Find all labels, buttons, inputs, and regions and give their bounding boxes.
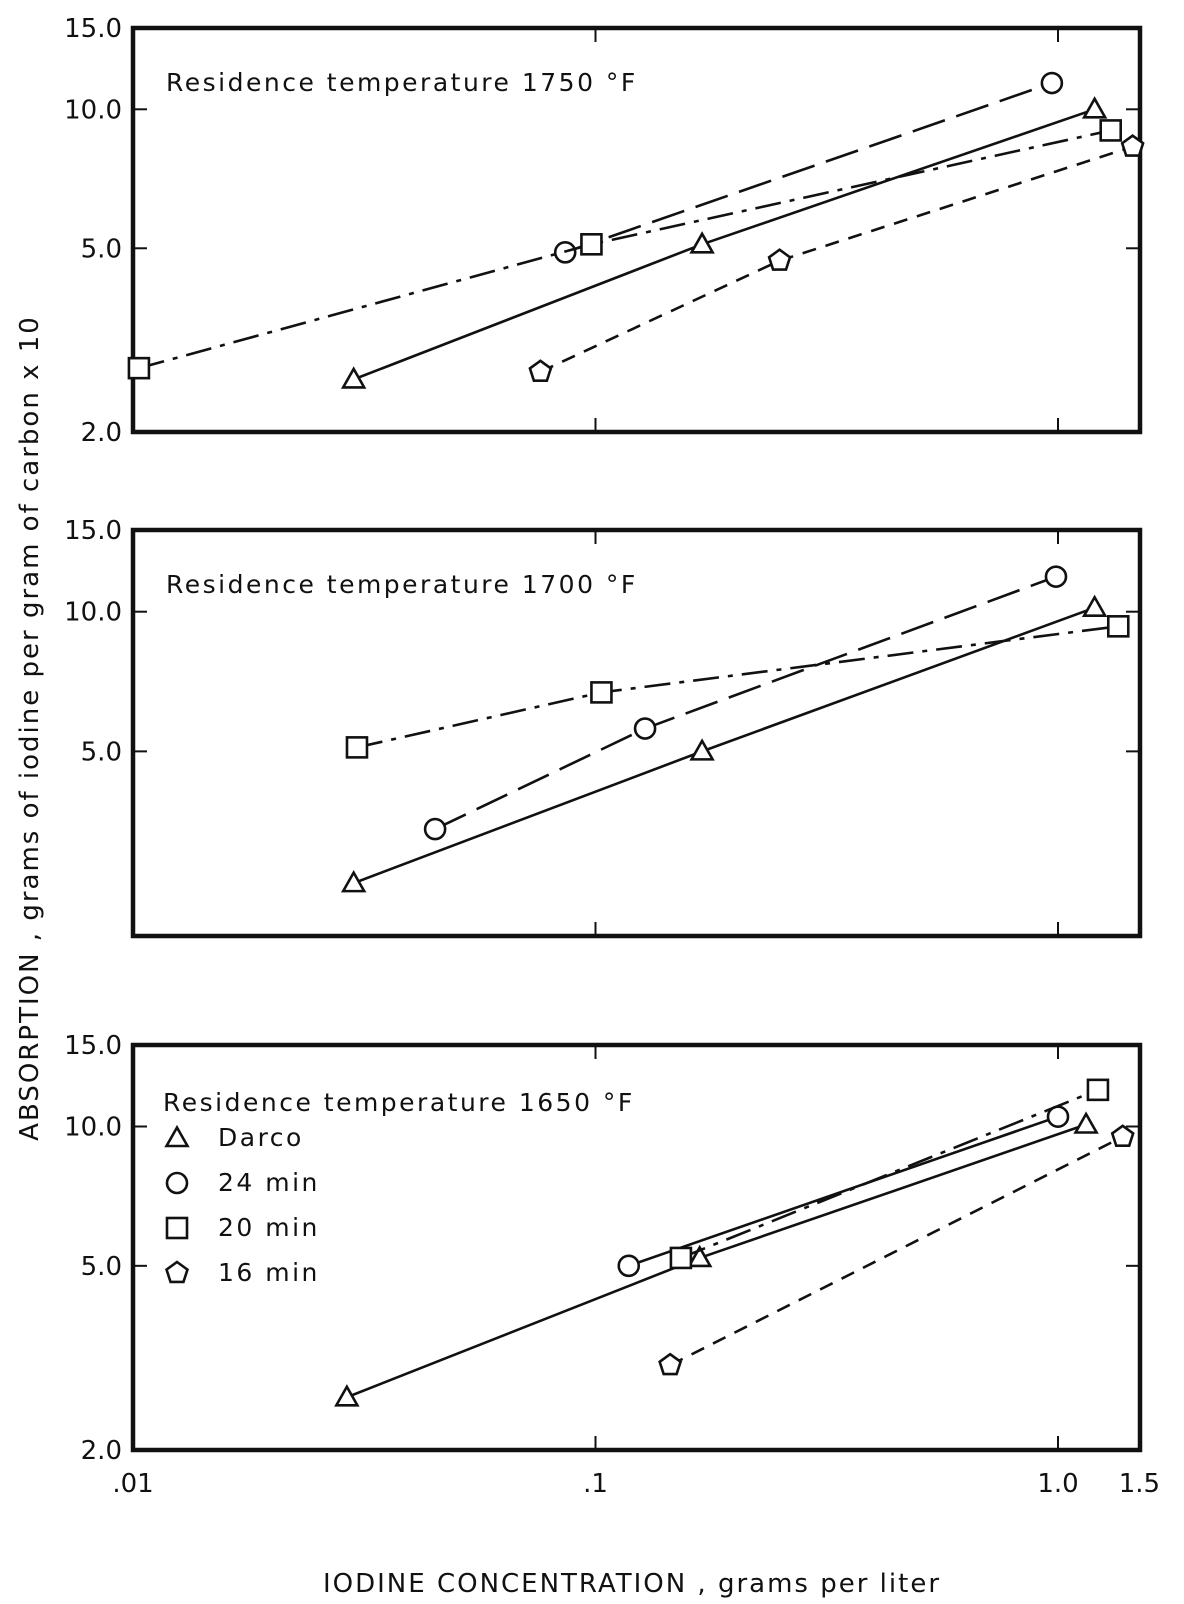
data-point-triangle	[340, 366, 367, 389]
legend-label: 16 min	[218, 1258, 320, 1287]
data-point-triangle	[686, 1244, 713, 1268]
y-axis-label: ABSORPTION , grams of iodine per gram of…	[15, 315, 45, 1141]
x-tick-label: .01	[112, 1469, 153, 1499]
series-line	[680, 1088, 1099, 1260]
series-line	[669, 1135, 1124, 1367]
legend-item: 16 min	[165, 1258, 320, 1287]
legend-label: 20 min	[218, 1213, 320, 1242]
x-axis-label-unit: grams per liter	[718, 1569, 941, 1599]
y-tick-label: 10.0	[64, 598, 122, 628]
x-axis-label-sep: ,	[687, 1569, 718, 1599]
series-line	[356, 625, 1119, 749]
legend-label: Darco	[218, 1123, 304, 1152]
data-point-pentagon	[767, 248, 792, 271]
series-darco	[334, 1111, 1099, 1407]
data-point-circle	[633, 717, 657, 740]
data-point-circle	[617, 1254, 641, 1278]
legend: Darco 24 min 20 min 16 min	[164, 1123, 320, 1287]
data-point-triangle	[689, 738, 715, 761]
data-point-square	[580, 233, 603, 256]
data-point-pentagon	[528, 359, 553, 383]
series-line	[353, 606, 1096, 885]
data-point-triangle	[1081, 594, 1108, 618]
data-point-circle	[1040, 71, 1064, 95]
chart-panel-3: 15.0 10.0 5.0 2.0.01 .1 1.0 1.5 Residence tempe…	[64, 1031, 1160, 1499]
legend-item: 24 min	[165, 1168, 320, 1197]
data-point-pentagon	[1120, 134, 1145, 157]
series-line	[564, 81, 1053, 254]
data-point-triangle	[1073, 1111, 1099, 1134]
legend-marker-circle	[165, 1171, 189, 1195]
x-tick-label: .1	[583, 1469, 608, 1499]
series-24-min	[617, 1105, 1070, 1278]
panel-title: Residence temperature 1700 °F	[166, 570, 638, 599]
series-20-min	[669, 1078, 1110, 1270]
series-20-min	[345, 615, 1130, 759]
series-16-min	[528, 134, 1145, 383]
data-point-pentagon	[658, 1352, 683, 1376]
y-tick-label: 15.0	[64, 14, 122, 44]
y-tick-label: 10.0	[64, 1112, 122, 1142]
series-24-min	[423, 565, 1068, 841]
y-tick-label: 2.0	[81, 418, 122, 448]
data-point-triangle	[340, 870, 367, 893]
series-line	[628, 1115, 1059, 1268]
legend-marker-square	[165, 1216, 189, 1240]
series-line	[353, 108, 1096, 381]
legend-item: Darco	[164, 1123, 304, 1152]
data-point-square	[1086, 1078, 1110, 1102]
legend-label: 24 min	[218, 1168, 320, 1197]
data-point-triangle	[689, 231, 715, 254]
series-line	[346, 1123, 1087, 1399]
series-darco	[340, 96, 1108, 389]
data-point-triangle	[334, 1384, 360, 1407]
data-point-triangle	[1081, 96, 1108, 119]
y-tick-label: 5.0	[81, 234, 122, 264]
x-tick-label: 1.5	[1119, 1469, 1160, 1499]
data-point-pentagon	[1110, 1124, 1135, 1148]
legend-marker-pentagon	[165, 1260, 189, 1284]
series-line	[138, 129, 1111, 370]
data-point-circle	[423, 817, 447, 841]
series-line	[434, 575, 1057, 831]
chart-panel-1: 15.0 10.0 5.0 2.0 Residence temperature 1750…	[64, 14, 1145, 448]
legend-item: 20 min	[165, 1213, 320, 1242]
data-point-square	[669, 1246, 693, 1270]
plot-frame	[130, 1042, 1143, 1453]
x-tick-label: 1.0	[1037, 1469, 1078, 1499]
data-point-square	[127, 356, 151, 380]
y-tick-label: 5.0	[81, 737, 122, 767]
y-tick-label: 15.0	[64, 516, 122, 546]
x-axis-label: IODINE CONCENTRATION , grams per liter	[323, 1569, 941, 1599]
data-point-square	[1106, 615, 1130, 638]
plot-frame	[130, 527, 1143, 939]
data-point-square	[345, 736, 369, 759]
panel-title: Residence temperature 1750 °F	[166, 68, 638, 97]
series-20-min	[127, 119, 1122, 380]
panel-title: Residence temperature 1650 °F	[163, 1088, 635, 1117]
series-16-min	[658, 1124, 1135, 1376]
series-darco	[340, 594, 1108, 893]
data-point-square	[590, 681, 613, 704]
x-axis-label-main: IODINE CONCENTRATION	[323, 1569, 687, 1599]
y-tick-label: 10.0	[64, 95, 122, 125]
plot-frame	[130, 25, 1143, 435]
data-point-circle	[1044, 565, 1068, 588]
y-tick-label: 15.0	[64, 1031, 122, 1061]
series-24-min	[553, 71, 1064, 264]
data-point-square	[1099, 119, 1122, 142]
series-line	[539, 145, 1134, 374]
y-tick-label: 2.0	[81, 1436, 122, 1466]
y-tick-label: 5.0	[81, 1252, 122, 1282]
legend-marker-triangle	[164, 1124, 190, 1148]
chart-panel-2: 15.0 10.0 5.0 Residence temperature 1700 °F	[64, 516, 1143, 939]
